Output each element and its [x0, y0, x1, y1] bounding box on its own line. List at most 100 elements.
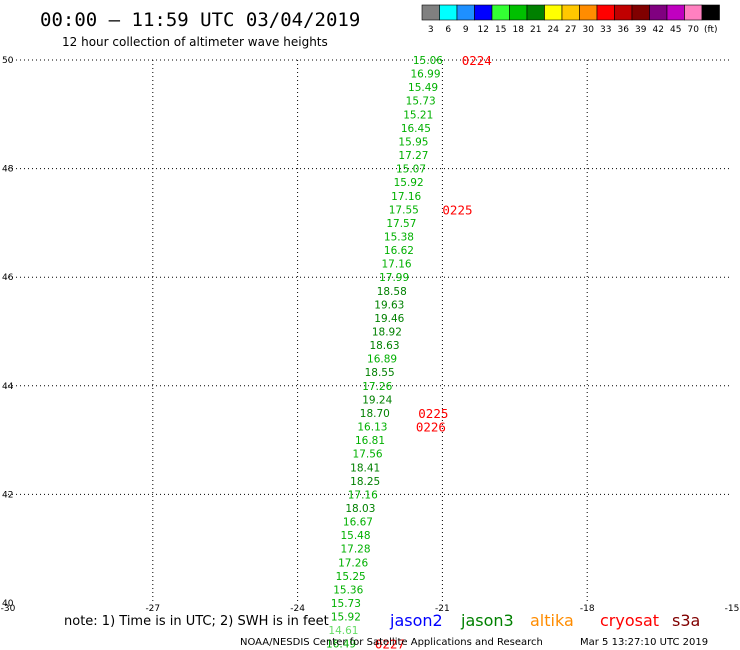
wave-height-value: 14.61	[328, 625, 358, 637]
color-scale-bar: 3 6 9 12 15 18 21 24 27 30 33 36 39 42 45 70 (ft)	[421, 4, 720, 35]
y-tick-label: 42	[2, 490, 13, 500]
y-tick-label: 50	[2, 56, 14, 66]
time-stamp: 0225	[418, 406, 448, 421]
wave-height-value: 19.46	[374, 313, 404, 325]
wave-height-value: 16.45	[401, 123, 431, 135]
color-scale-label: 18	[513, 25, 525, 35]
wave-height-value: 15.25	[336, 571, 366, 583]
wave-height-value: 18.70	[360, 408, 390, 420]
x-tick-label: -15	[725, 604, 740, 614]
color-swatch	[701, 4, 720, 21]
wave-height-value: 18.92	[372, 327, 402, 339]
color-swatch	[614, 4, 633, 21]
color-scale-label: 15	[495, 25, 506, 35]
wave-height-value: 18.03	[345, 503, 375, 515]
x-tick-label: -24	[290, 604, 305, 614]
legend-entry-altika: altika	[530, 611, 574, 630]
color-swatch	[491, 4, 510, 21]
color-swatch	[579, 4, 598, 21]
x-tick-label: -30	[1, 604, 16, 614]
legend-entry-jason2: jason2	[389, 611, 443, 630]
chart-title: 00:00 – 11:59 UTC 03/04/2019	[40, 9, 360, 31]
wave-height-value: 15.73	[406, 96, 436, 108]
wave-height-value: 18.55	[365, 367, 395, 379]
color-scale-label: 3	[428, 25, 434, 35]
color-swatch	[649, 4, 668, 21]
wave-height-value: 16.81	[355, 435, 385, 447]
wave-height-value: 15.48	[340, 530, 370, 542]
wave-height-value: 18.25	[350, 476, 380, 488]
wave-height-value: 15.49	[408, 82, 438, 94]
footer-timestamp: Mar 5 13:27:10 UTC 2019	[580, 637, 708, 648]
wave-height-value: 17.27	[398, 150, 428, 162]
time-stamp: 0227	[375, 637, 405, 650]
wave-height-value: 18.41	[350, 462, 380, 474]
color-scale-label: 70	[688, 25, 700, 35]
color-scale-label: 36	[618, 25, 630, 35]
wave-height-value: 18.58	[377, 286, 407, 298]
color-scale-label: 24	[548, 25, 560, 35]
wave-height-value: 15.21	[403, 109, 433, 121]
wave-height-value: 18.63	[369, 340, 399, 352]
wave-height-value: 16.62	[384, 245, 414, 257]
color-swatch	[631, 4, 650, 21]
wave-height-value: 19.63	[374, 299, 404, 311]
chart-note: note: 1) Time is in UTC; 2) SWH is in fe…	[64, 614, 329, 629]
axes: -30 -27 -24 -21 -18 -15 40 42 44 46 48 50	[1, 56, 740, 614]
wave-height-value: 17.26	[338, 557, 368, 569]
wave-height-value: 17.57	[386, 218, 416, 230]
wave-height-value: 17.28	[340, 544, 370, 556]
x-tick-label: -27	[145, 604, 160, 614]
wave-height-value: 16.67	[343, 517, 373, 529]
chart-subtitle: 12 hour collection of altimeter wave hei…	[62, 35, 328, 49]
color-swatch	[561, 4, 580, 21]
wave-height-value: 17.26	[362, 381, 392, 393]
color-scale-label: 39	[635, 25, 647, 35]
color-scale-label: 9	[463, 25, 469, 35]
y-tick-label: 48	[2, 165, 14, 175]
legend-entry-jason3: jason3	[460, 611, 514, 630]
color-swatch	[421, 4, 440, 21]
time-stamp: 0224	[462, 53, 492, 68]
legend-entry-s3a: s3a	[672, 611, 700, 630]
wave-height-value: 19.24	[362, 394, 392, 406]
color-scale-label: 6	[445, 25, 451, 35]
y-tick-label: 40	[2, 599, 14, 609]
color-swatch	[684, 4, 703, 21]
time-stamp: 0226	[416, 420, 446, 435]
footer-credit: NOAA/NESDIS Center for Satellite Applica…	[240, 637, 543, 648]
wave-height-value: 17.16	[348, 489, 378, 501]
wave-height-value: 16.99	[410, 69, 440, 81]
wave-height-value: 16.89	[367, 354, 397, 366]
wave-height-value: 16.49	[326, 639, 356, 650]
color-scale-label: 30	[583, 25, 595, 35]
wave-height-value: 15.36	[333, 584, 363, 596]
time-stamp: 0225	[442, 202, 472, 217]
color-scale-label: 33	[600, 25, 611, 35]
wave-height-value: 15.95	[398, 136, 428, 148]
wave-height-value: 15.92	[394, 177, 424, 189]
color-swatch	[439, 4, 458, 21]
x-tick-label: -21	[435, 604, 450, 614]
color-swatch	[456, 4, 475, 21]
legend-entry-cryosat: cryosat	[600, 611, 659, 630]
grid-lines	[8, 59, 732, 603]
color-scale-label: 27	[565, 25, 576, 35]
wave-height-value: 15.07	[396, 164, 426, 176]
color-swatch	[666, 4, 685, 21]
wave-height-value: 17.99	[379, 272, 409, 284]
color-swatch	[544, 4, 563, 21]
satellite-legend: jason2 jason3 altika cryosat s3a	[389, 611, 700, 630]
color-scale-label: 21	[530, 25, 541, 35]
y-tick-label: 44	[2, 382, 14, 392]
wave-height-value: 15.06	[413, 55, 443, 67]
color-swatch	[526, 4, 545, 21]
color-scale-label: 42	[653, 25, 664, 35]
x-tick-label: -18	[580, 604, 595, 614]
wave-height-value: 17.16	[391, 191, 421, 203]
color-swatch	[474, 4, 493, 21]
color-scale-label: (ft)	[704, 25, 718, 35]
